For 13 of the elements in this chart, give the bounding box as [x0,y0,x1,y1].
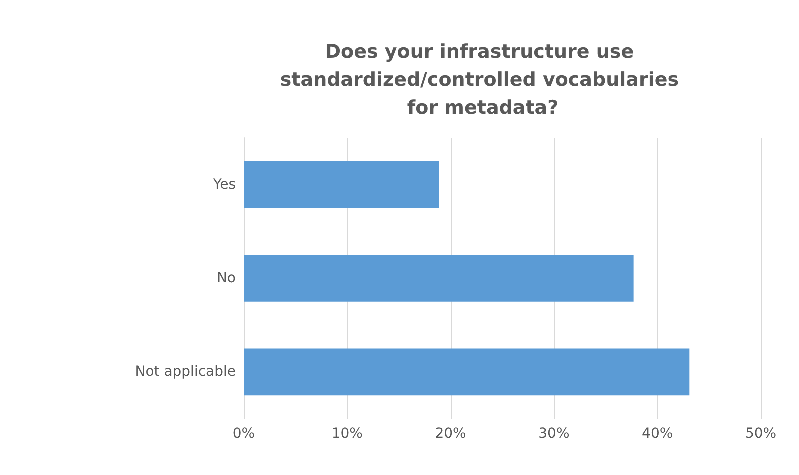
chart-title: Does your infrastructure use standardized/controlled vocabularies for metadata? [280,41,686,119]
y-tick-label: Yes [212,176,236,193]
bar [244,348,690,396]
bar [244,255,634,302]
x-tick-label: 50% [745,426,777,442]
y-tick-label: No [216,270,236,286]
bar [244,161,440,208]
x-tick-label: 10% [332,426,363,442]
y-tick-label: Not applicable [135,364,236,380]
x-tick-label: 0% [232,426,256,442]
x-tick-label: 30% [538,426,570,442]
x-tick-label: 40% [642,426,674,442]
x-tick-label: 20% [435,426,466,442]
